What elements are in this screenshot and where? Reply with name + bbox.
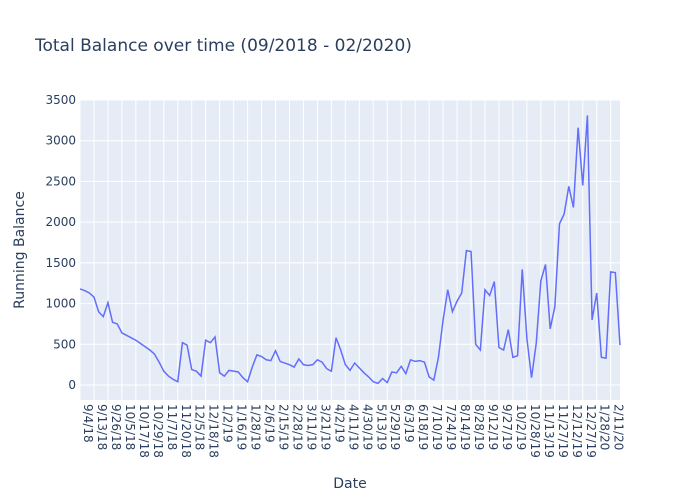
x-tick-label: 11/20/18 — [179, 404, 193, 458]
x-tick-label: 9/12/19 — [486, 404, 500, 450]
y-tick-label: 2500 — [45, 174, 76, 188]
x-tick-label: 2/6/19 — [263, 404, 277, 443]
y-tick-label: 2000 — [45, 215, 76, 229]
x-tick-label: 9/27/19 — [500, 404, 514, 450]
y-tick-label: 1000 — [45, 297, 76, 311]
y-tick-label: 0 — [68, 378, 76, 392]
x-tick-label: 10/28/19 — [528, 404, 542, 458]
x-tick-label: 7/10/19 — [430, 404, 444, 450]
x-tick-label: 11/13/19 — [542, 404, 556, 458]
x-tick-label: 6/3/19 — [402, 404, 416, 443]
plot-area — [80, 100, 620, 400]
x-tick-label: 4/11/19 — [346, 404, 360, 450]
y-tick-label: 3500 — [45, 93, 76, 107]
x-tick-label: 3/21/19 — [318, 404, 332, 450]
x-tick-label: 9/26/18 — [109, 404, 123, 450]
x-tick-label: 10/29/18 — [151, 404, 165, 458]
x-tick-label: 2/11/20 — [612, 404, 626, 450]
x-tick-label: 10/5/18 — [123, 404, 137, 450]
x-tick-label: 1/2/19 — [221, 404, 235, 443]
x-tick-label: 12/5/18 — [193, 404, 207, 450]
x-tick-label: 11/7/18 — [165, 404, 179, 450]
x-tick-label: 6/18/19 — [416, 404, 430, 450]
x-tick-label: 8/14/19 — [458, 404, 472, 450]
x-tick-label: 2/28/19 — [290, 404, 304, 450]
x-tick-label: 11/27/19 — [556, 404, 570, 458]
y-tick-label: 3000 — [45, 134, 76, 148]
x-tick-label: 5/29/19 — [388, 404, 402, 450]
y-tick-label: 500 — [53, 337, 76, 351]
line — [79, 115, 621, 385]
x-tick-label: 2/15/19 — [277, 404, 291, 450]
x-tick-label: 8/28/19 — [472, 404, 486, 450]
x-tick-label: 7/24/19 — [444, 404, 458, 450]
x-tick-label: 1/16/19 — [235, 404, 249, 450]
x-tick-label: 12/12/19 — [570, 404, 584, 458]
y-tick-label: 1500 — [45, 256, 76, 270]
x-tick-label: 3/11/19 — [304, 404, 318, 450]
x-tick-label: 9/13/18 — [95, 404, 109, 450]
x-tick-label: 4/30/19 — [360, 404, 374, 450]
x-tick-label: 12/27/19 — [584, 404, 598, 458]
x-tick-label: 5/13/19 — [374, 404, 388, 450]
y-axis-title: Running Balance — [12, 191, 28, 309]
x-tick-label: 9/4/18 — [81, 404, 95, 443]
x-tick-label: 4/2/19 — [332, 404, 346, 443]
x-tick-label: 12/18/18 — [207, 404, 221, 458]
x-tick-label: 1/28/20 — [598, 404, 612, 450]
x-tick-label: 10/17/18 — [137, 404, 151, 458]
chart-title: Total Balance over time (09/2018 - 02/20… — [34, 36, 412, 56]
x-axis-title: Date — [333, 476, 366, 492]
x-tick-label: 1/28/19 — [249, 404, 263, 450]
x-tick-label: 10/2/19 — [514, 404, 528, 450]
